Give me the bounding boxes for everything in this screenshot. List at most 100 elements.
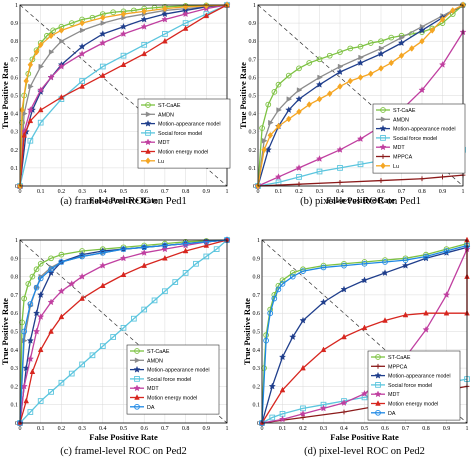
x-tick-label: 0.8	[182, 189, 190, 195]
data-point	[33, 309, 41, 317]
data-point	[315, 155, 324, 162]
data-point	[262, 137, 268, 144]
data-point	[79, 253, 85, 260]
y-tick-label: 0.7	[11, 293, 19, 299]
data-point	[295, 95, 303, 103]
figure-caption: (c) framel-level ROC on Ped2	[60, 446, 187, 457]
x-axis-label: False Positive Rate	[89, 195, 158, 205]
series-line	[19, 239, 228, 424]
y-tick-label: 0.8	[11, 39, 19, 45]
legend: ST-CaAE MPPCA Motion-appearance model Socia…	[367, 350, 461, 421]
y-tick-label: 0.7	[249, 57, 257, 63]
data-point	[265, 101, 272, 108]
legend-label: MDT	[393, 145, 405, 151]
legend-entry: Social force model	[141, 130, 202, 137]
x-tick-label: 0	[261, 426, 264, 432]
diagonal-reference-line	[261, 239, 468, 424]
data-point	[161, 15, 169, 23]
data-point	[377, 50, 385, 57]
data-point	[26, 336, 34, 344]
legend-entry: Social force model	[371, 382, 432, 389]
data-point	[37, 41, 44, 49]
legend-marker	[133, 365, 141, 373]
y-tick-label: 0.4	[11, 112, 19, 118]
series-line	[19, 239, 228, 424]
data-point	[141, 244, 148, 251]
data-point	[438, 61, 447, 68]
x-tick-label: 0.9	[203, 189, 211, 195]
data-point	[48, 389, 54, 395]
y-tick-label: 0.1	[11, 403, 19, 409]
data-point	[58, 93, 65, 100]
data-point	[285, 72, 292, 79]
data-point	[141, 50, 148, 57]
legend-marker	[374, 390, 382, 398]
chart-panel: 0 0.1 0.2 0.3 0.4 0.5 0.6 0.7 0.8 0.9 1 0 0.1 0.2 0.3 0…	[242, 236, 471, 457]
data-point	[341, 262, 347, 269]
legend-marker	[144, 119, 152, 127]
data-point	[161, 245, 169, 253]
y-tick-label: 0.1	[249, 166, 257, 172]
data-point	[300, 415, 306, 420]
legend-label: MDT	[158, 140, 170, 146]
series-line	[257, 4, 464, 187]
diagonal-reference-line	[19, 4, 228, 187]
legend-marker	[375, 363, 381, 369]
y-tick-label: 0.9	[253, 256, 261, 262]
data-point	[140, 249, 148, 256]
legend-entry: Motion energy model	[130, 394, 197, 402]
x-tick-label: 1	[466, 426, 469, 432]
y-tick-label: 0.3	[11, 366, 19, 372]
legend-marker	[375, 382, 381, 388]
data-point	[79, 27, 86, 34]
y-tick-label: 0.4	[11, 348, 19, 354]
data-point	[361, 260, 368, 267]
legend-entry: AMDN	[376, 116, 409, 123]
x-tick-label: 0.9	[443, 426, 451, 432]
data-point	[162, 5, 168, 13]
y-tick-label: 0	[257, 421, 260, 427]
y-tick-label: 0.2	[11, 148, 19, 154]
legend-marker	[133, 384, 141, 392]
data-point	[423, 309, 429, 316]
legend-entry: Lu	[376, 162, 399, 170]
data-point	[79, 361, 85, 368]
y-axis-label: True Positive Rate	[242, 298, 252, 365]
data-point	[21, 295, 27, 302]
data-point	[268, 119, 274, 126]
data-point	[423, 253, 429, 260]
data-point	[89, 352, 96, 359]
data-point	[48, 49, 55, 55]
data-point	[78, 50, 86, 57]
data-point	[79, 295, 85, 301]
data-point	[29, 273, 36, 280]
x-tick-label: 0.7	[161, 189, 169, 195]
data-point	[29, 368, 36, 375]
data-point	[140, 22, 148, 30]
legend-entry: ST-CaAE	[130, 348, 170, 355]
data-point	[401, 261, 410, 269]
legend-label: Lu	[393, 164, 399, 170]
data-point	[38, 63, 45, 70]
data-point	[418, 26, 426, 34]
data-point	[48, 32, 54, 40]
data-point	[182, 25, 189, 31]
legend-entry: Motion-appearance model	[141, 119, 221, 128]
data-point	[130, 315, 137, 322]
data-point	[37, 119, 44, 126]
data-point	[33, 266, 40, 273]
data-point	[23, 77, 29, 85]
data-point	[378, 38, 384, 45]
series-line	[257, 4, 464, 187]
legend-label: AMDN	[393, 117, 409, 123]
legend-marker	[375, 354, 381, 360]
data-point	[286, 96, 293, 102]
y-tick-label: 0	[15, 184, 18, 190]
data-point	[58, 259, 65, 265]
data-point	[110, 334, 117, 340]
data-point	[120, 246, 127, 253]
y-tick-label: 0.3	[249, 130, 257, 136]
y-tick-label: 0	[15, 421, 18, 427]
x-tick-label: 0.9	[439, 189, 447, 195]
data-point	[267, 310, 274, 317]
